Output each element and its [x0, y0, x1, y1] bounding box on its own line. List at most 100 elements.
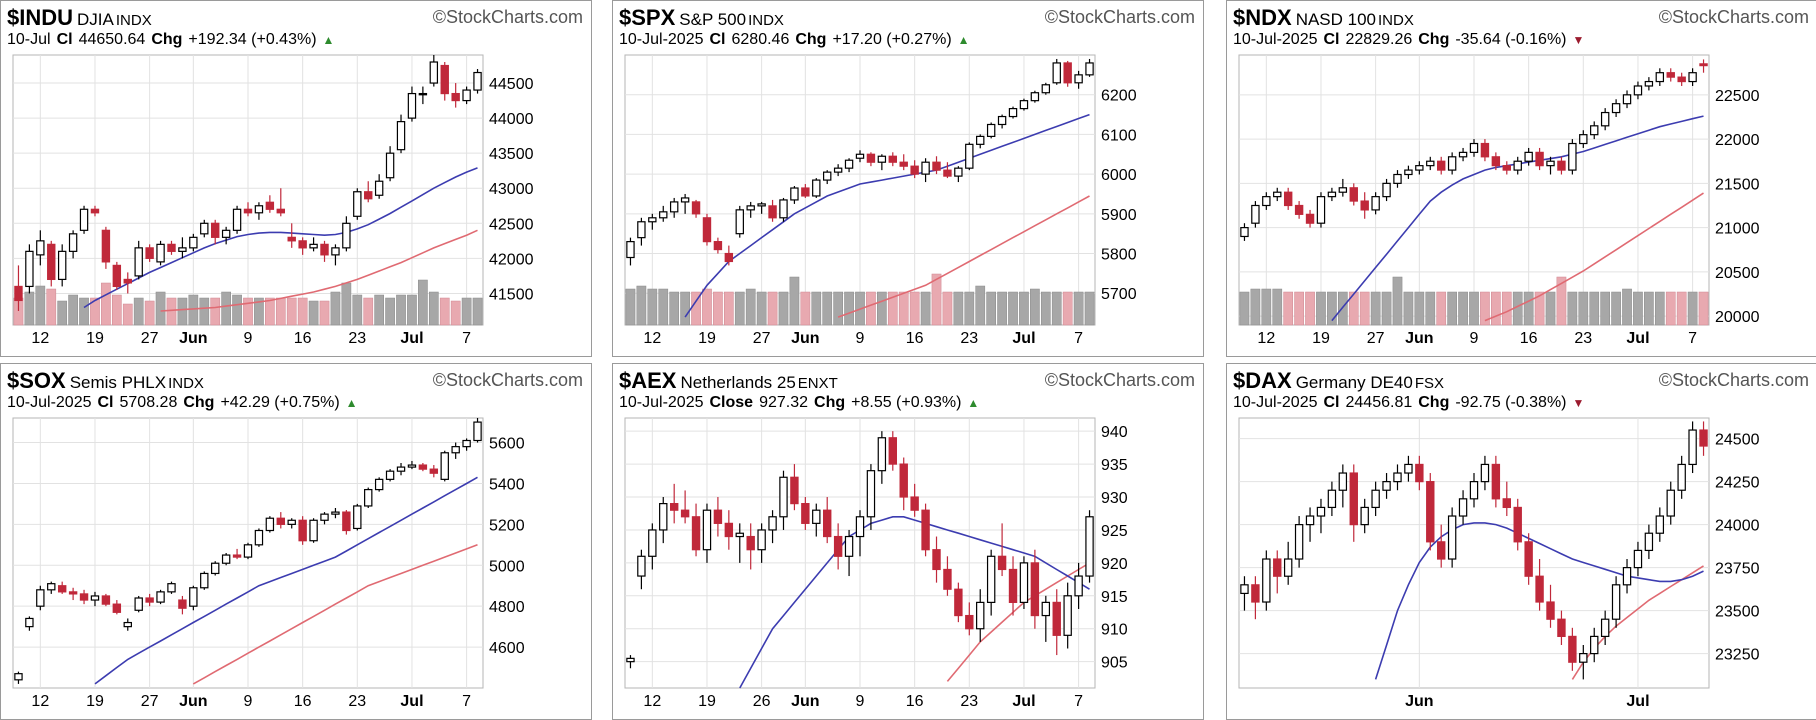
quote-date: 10-Jul-2025 — [1233, 31, 1318, 48]
candle — [200, 219, 209, 238]
candle — [309, 518, 318, 543]
candle — [1404, 455, 1413, 482]
candle — [1085, 510, 1094, 583]
candle — [637, 549, 646, 590]
price-chart[interactable]: 4600 4800 5000 5200 5400 5600 12 19 27 Jun 9 16 23 Ju… — [1, 364, 591, 719]
candle — [101, 226, 111, 269]
candle — [331, 244, 340, 266]
volume-bar — [418, 279, 428, 326]
change-value: +192.34 (+0.43%) — [188, 31, 317, 48]
volume-bar — [1062, 291, 1073, 326]
chart-header: $INDU DJIA INDX — [7, 5, 152, 30]
moving-average-long — [1484, 192, 1704, 322]
volume-bar — [199, 297, 210, 326]
volume-bar — [396, 294, 406, 326]
exchange-code: INDX — [168, 375, 204, 392]
x-tick-label: 19 — [1312, 330, 1330, 347]
volume-bar — [1491, 291, 1501, 326]
x-tick-label: Jun — [791, 330, 819, 347]
y-tick-label: 42500 — [489, 216, 534, 233]
y-tick-label: 42000 — [489, 251, 534, 268]
candle — [1382, 473, 1391, 499]
chart-panel-aex[interactable]: $AEX Netherlands 25 ENXT ©StockCharts.com 10… — [612, 363, 1204, 720]
x-tick-label: 19 — [86, 330, 104, 347]
volume-bar — [745, 288, 756, 326]
candle — [440, 450, 449, 482]
y-tick-label: 5000 — [489, 558, 525, 575]
y-tick-label: 41500 — [489, 286, 534, 303]
candle — [1590, 121, 1599, 140]
x-tick-label: Jul — [1626, 330, 1649, 347]
x-tick-label: Jun — [1405, 330, 1433, 347]
price-chart[interactable]: 5700 5800 5900 6000 6100 6200 12 19 27 Jun 9 16 23 Ju… — [613, 1, 1203, 356]
brand-label[interactable]: ©StockCharts.com — [433, 370, 583, 391]
volume-bar — [909, 291, 920, 326]
candle — [57, 244, 67, 287]
candle — [669, 483, 679, 524]
candle — [1283, 541, 1293, 585]
candle — [1568, 139, 1577, 175]
candle — [1415, 455, 1424, 491]
price-chart[interactable]: 23250 23500 23750 24000 24250 24500 Jun Jul — [1227, 364, 1816, 719]
candle — [123, 618, 132, 631]
x-tick-label: 12 — [31, 330, 49, 347]
candle — [25, 616, 34, 631]
y-tick-label: 44000 — [489, 111, 534, 128]
candle — [276, 188, 285, 217]
brand-label[interactable]: ©StockCharts.com — [1045, 7, 1195, 28]
x-tick-label: 9 — [856, 330, 865, 347]
price-chart[interactable]: 41500 42000 42500 43000 43500 44000 44500 12 19 2… — [1, 1, 591, 356]
chart-header: $AEX Netherlands 25 ENXT — [619, 368, 838, 393]
volume-bar — [1469, 291, 1479, 326]
brand-label[interactable]: ©StockCharts.com — [1659, 370, 1809, 391]
volume-bar — [1359, 291, 1370, 326]
y-tick-label: 24500 — [1715, 432, 1760, 449]
volume-bar — [363, 297, 374, 326]
candle — [1611, 99, 1621, 117]
x-tick-label: 7 — [1074, 330, 1083, 347]
candle — [877, 154, 887, 171]
volume-bar — [297, 297, 308, 326]
candle — [25, 244, 34, 294]
candle — [57, 581, 67, 594]
candle — [855, 510, 865, 557]
volume-bar — [35, 285, 46, 326]
candle — [1251, 201, 1260, 228]
candle — [1074, 70, 1083, 89]
candle — [943, 556, 952, 596]
candle — [1349, 183, 1358, 206]
volume-bar — [254, 297, 264, 326]
price-chart[interactable]: 905 910 915 920 925 930 935 940 12 19 26 Jun 9 16 23 Ju… — [613, 364, 1203, 719]
chart-panel-indu[interactable]: $INDU DJIA INDX ©StockCharts.com 10-Jul Cl 446… — [0, 0, 592, 357]
volume-bar — [1261, 288, 1272, 326]
x-tick-label: 16 — [1520, 330, 1538, 347]
close-label: Close — [709, 394, 754, 411]
volume-bar — [221, 291, 231, 326]
y-tick-label: 910 — [1101, 622, 1128, 639]
candle — [1393, 464, 1402, 491]
candle — [746, 201, 755, 218]
candle — [364, 181, 373, 203]
brand-label[interactable]: ©StockCharts.com — [433, 7, 583, 28]
change-value: +17.20 (+0.27%) — [832, 31, 952, 48]
x-tick-label: 19 — [698, 330, 716, 347]
chart-panel-sox[interactable]: $SOX Semis PHLX INDX ©StockCharts.com 10-Jul… — [0, 363, 592, 720]
chart-panel-ndx[interactable]: $NDX NASD 100 INDX ©StockCharts.com 10-Jul-2… — [1226, 0, 1816, 357]
chart-panel-spx[interactable]: $SPX S&P 500 INDX ©StockCharts.com 10-Jul-20… — [612, 0, 1204, 357]
candle — [866, 464, 876, 530]
volume-bar — [1501, 291, 1512, 326]
x-tick-label: Jun — [791, 693, 819, 710]
candle — [287, 518, 296, 529]
y-tick-label: 22000 — [1715, 132, 1760, 149]
candle — [1305, 209, 1315, 228]
candle — [145, 244, 154, 262]
brand-label[interactable]: ©StockCharts.com — [1045, 370, 1195, 391]
chart-panel-dax[interactable]: $DAX Germany DE40 FSX ©StockCharts.com 10-Ju… — [1226, 363, 1816, 720]
candle — [1262, 192, 1271, 210]
candle — [888, 431, 897, 471]
volume-bar — [1654, 291, 1665, 326]
volume-bar — [265, 297, 275, 326]
brand-label[interactable]: ©StockCharts.com — [1659, 7, 1809, 28]
price-chart[interactable]: 20000 20500 21000 21500 22000 22500 12 19 27 Jun 9… — [1227, 1, 1816, 356]
volume-bar — [341, 282, 352, 326]
